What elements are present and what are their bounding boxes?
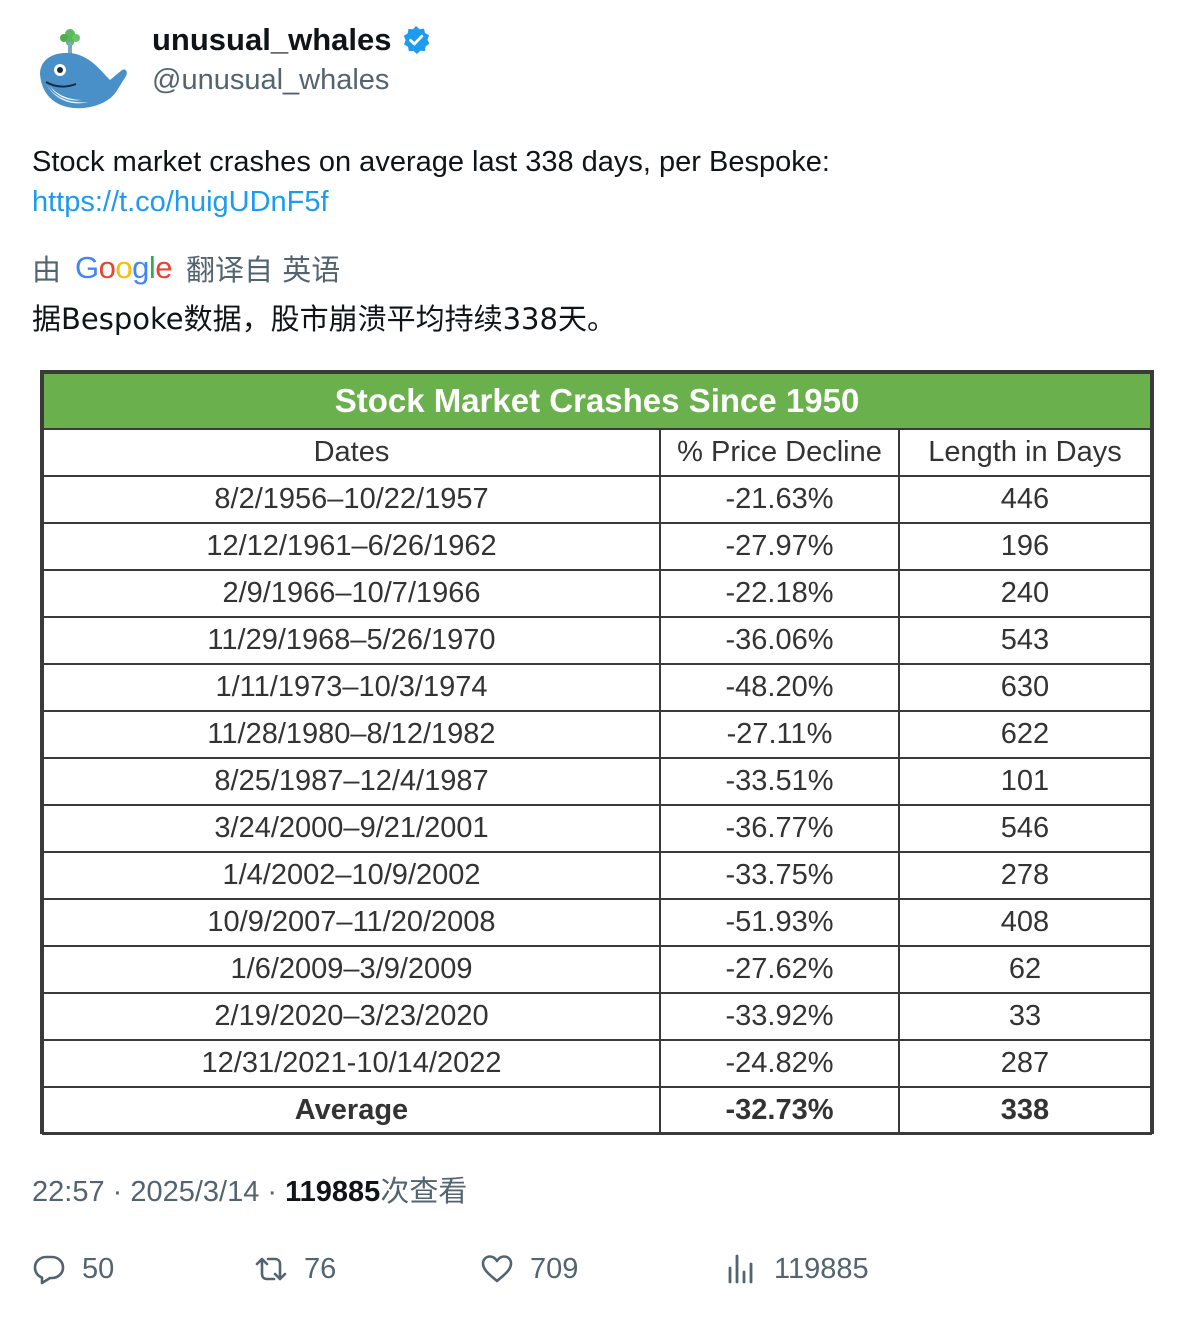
cell-days: 543 [898, 616, 1152, 665]
cell-days: 546 [898, 804, 1152, 853]
google-logo: Google [75, 250, 173, 285]
table-title: Stock Market Crashes Since 1950 [42, 372, 1152, 430]
cell-days: 101 [898, 757, 1152, 806]
table-row: 11/28/1980–8/12/1982 -27.11% 622 [42, 710, 1152, 759]
cell-dates: 1/6/2009–3/9/2009 [42, 945, 661, 994]
table-row: 2/19/2020–3/23/2020 -33.92% 33 [42, 992, 1152, 1041]
reply-icon [33, 1255, 65, 1285]
cell-decline: -33.51% [659, 757, 900, 806]
table-average-row: Average -32.73% 338 [42, 1086, 1152, 1135]
table-row: 2/9/1966–10/7/1966 -22.18% 240 [42, 569, 1152, 618]
tweet-image-table[interactable]: Stock Market Crashes Since 1950 Dates % … [40, 370, 1154, 1135]
cell-days: 622 [898, 710, 1152, 759]
cell-decline: -27.62% [659, 945, 900, 994]
tweet-meta: 22:57 · 2025/3/14 · 119885次查看 [32, 1168, 467, 1210]
cell-days: 196 [898, 522, 1152, 571]
views-count: 119885 [285, 1176, 381, 1208]
author-display-name[interactable]: unusual_whales [152, 22, 431, 58]
like-button[interactable]: 709 [480, 1252, 578, 1286]
cell-days: 630 [898, 663, 1152, 712]
cell-dates: 1/4/2002–10/9/2002 [42, 851, 661, 900]
verified-badge-icon [401, 25, 431, 55]
display-name-text: unusual_whales [152, 22, 392, 57]
cell-dates: 2/9/1966–10/7/1966 [42, 569, 661, 618]
author-handle[interactable]: @unusual_whales [152, 64, 390, 96]
table-row: 10/9/2007–11/20/2008 -51.93% 408 [42, 898, 1152, 947]
tweet-body: Stock market crashes on average last 338… [32, 146, 830, 178]
reply-count: 50 [82, 1252, 115, 1285]
views-button[interactable]: 119885 [724, 1252, 869, 1286]
cell-dates: 11/29/1968–5/26/1970 [42, 616, 661, 665]
cell-decline: -36.06% [659, 616, 900, 665]
average-decline: -32.73% [659, 1086, 900, 1135]
retweet-icon [255, 1257, 287, 1281]
cell-decline: -33.75% [659, 851, 900, 900]
cell-dates: 12/12/1961–6/26/1962 [42, 522, 661, 571]
table-row: 1/11/1973–10/3/1974 -48.20% 630 [42, 663, 1152, 712]
cell-dates: 1/11/1973–10/3/1974 [42, 663, 661, 712]
average-days: 338 [898, 1086, 1152, 1135]
cell-decline: -36.77% [659, 804, 900, 853]
table-row: 8/25/1987–12/4/1987 -33.51% 101 [42, 757, 1152, 806]
cell-dates: 2/19/2020–3/23/2020 [42, 992, 661, 1041]
crash-table: Stock Market Crashes Since 1950 Dates % … [42, 372, 1152, 1135]
reply-button[interactable]: 50 [32, 1252, 114, 1286]
cell-dates: 10/9/2007–11/20/2008 [42, 898, 661, 947]
cell-decline: -27.97% [659, 522, 900, 571]
cell-days: 33 [898, 992, 1152, 1041]
cell-decline: -48.20% [659, 663, 900, 712]
header-dates: Dates [42, 428, 661, 477]
table-row: 12/31/2021-10/14/2022 -24.82% 287 [42, 1039, 1152, 1088]
retweet-button[interactable]: 76 [254, 1252, 336, 1286]
like-count: 709 [530, 1252, 579, 1285]
average-label: Average [42, 1086, 661, 1135]
cell-days: 240 [898, 569, 1152, 618]
views-suffix: 次查看 [380, 1174, 468, 1208]
translated-text: 据Bespoke数据，股市崩溃平均持续338天。 [32, 302, 616, 336]
views-chart-icon [728, 1254, 753, 1284]
cell-dates: 12/31/2021-10/14/2022 [42, 1039, 661, 1088]
cell-days: 278 [898, 851, 1152, 900]
cell-days: 446 [898, 475, 1152, 524]
views-action-count: 119885 [774, 1252, 869, 1285]
cell-dates: 11/28/1980–8/12/1982 [42, 710, 661, 759]
header-price-decline: % Price Decline [659, 428, 900, 477]
author-avatar[interactable] [32, 22, 128, 118]
action-bar: 50 76 709 119885 [32, 1252, 1162, 1302]
tweet-link[interactable]: https://t.co/huigUDnF5f [32, 186, 329, 218]
table-row: 12/12/1961–6/26/1962 -27.97% 196 [42, 522, 1152, 571]
translation-from[interactable]: 翻译自 英语 [186, 253, 341, 287]
like-icon [481, 1255, 513, 1283]
table-row: 1/4/2002–10/9/2002 -33.75% 278 [42, 851, 1152, 900]
table-row: 1/6/2009–3/9/2009 -27.62% 62 [42, 945, 1152, 994]
translation-by: 由 [32, 253, 62, 287]
cell-decline: -27.11% [659, 710, 900, 759]
cell-decline: -33.92% [659, 992, 900, 1041]
cell-days: 287 [898, 1039, 1152, 1088]
cell-decline: -51.93% [659, 898, 900, 947]
cell-decline: -21.63% [659, 475, 900, 524]
cell-dates: 3/24/2000–9/21/2001 [42, 804, 661, 853]
table-row: 8/2/1956–10/22/1957 -21.63% 446 [42, 475, 1152, 524]
cell-dates: 8/2/1956–10/22/1957 [42, 475, 661, 524]
cell-days: 408 [898, 898, 1152, 947]
retweet-count: 76 [304, 1252, 337, 1285]
header-length-days: Length in Days [898, 428, 1152, 477]
table-row: 3/24/2000–9/21/2001 -36.77% 546 [42, 804, 1152, 853]
whale-avatar [40, 29, 127, 109]
table-row: 11/29/1968–5/26/1970 -36.06% 543 [42, 616, 1152, 665]
translation-attribution: 由 Google 翻译自 英语 [32, 247, 340, 289]
cell-decline: -22.18% [659, 569, 900, 618]
tweet-timestamp[interactable]: 22:57 · 2025/3/14 · [32, 1176, 286, 1208]
cell-dates: 8/25/1987–12/4/1987 [42, 757, 661, 806]
cell-decline: -24.82% [659, 1039, 900, 1088]
cell-days: 62 [898, 945, 1152, 994]
tweet-text: Stock market crashes on average last 338… [32, 142, 1162, 222]
